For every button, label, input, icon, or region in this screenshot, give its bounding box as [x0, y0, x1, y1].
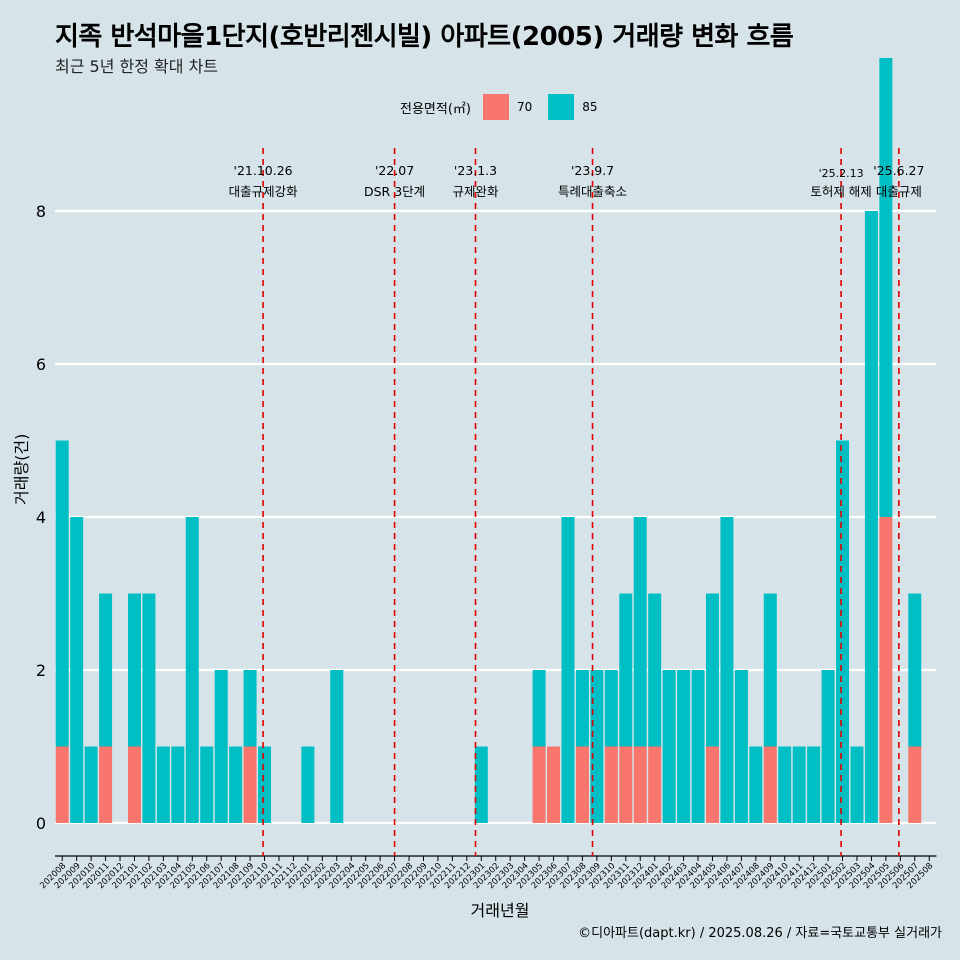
- bar-70-202312: [633, 746, 647, 823]
- bar-70-202308: [575, 746, 589, 823]
- bar-85-202104: [171, 746, 185, 823]
- bar-85-202501: [821, 670, 835, 823]
- bar-70-202505: [879, 517, 893, 823]
- bar-85-202107: [214, 670, 228, 823]
- bar-85-202403: [677, 670, 691, 823]
- chart-title: 지족 반석마을1단지(호반리젠시빌) 아파트(2005) 거래량 변화 흐름: [55, 22, 794, 52]
- bar-85-202203: [330, 670, 344, 823]
- bar-85-202201: [301, 746, 315, 823]
- bar-85-202411: [792, 746, 806, 823]
- bar-85-202106: [200, 746, 214, 823]
- source-caption: ©디아파트(dapt.kr) / 2025.08.26 / 자료=국토교통부 실…: [578, 926, 942, 941]
- bar-85-202008: [55, 440, 69, 747]
- bar-85-202402: [662, 670, 676, 823]
- bar-85-202401: [648, 593, 662, 747]
- bar-70-202306: [547, 746, 561, 823]
- bar-85-202308: [575, 670, 589, 747]
- bar-70-202311: [619, 746, 633, 823]
- bar-70-202109: [243, 746, 257, 823]
- bar-85-202307: [561, 517, 575, 823]
- bar-85-202405: [705, 593, 719, 747]
- event-date: '25.2.13: [819, 167, 864, 180]
- legend-label-85: 85: [582, 100, 598, 114]
- event-date: '23.1.3: [454, 163, 497, 178]
- bar-85-202109: [243, 670, 257, 747]
- x-axis-label: 거래년월: [470, 901, 530, 920]
- bar-85-202103: [156, 746, 170, 823]
- bar-85-202010: [84, 746, 98, 823]
- bar-85-202502: [836, 440, 850, 823]
- bar-85-202410: [778, 746, 792, 823]
- bar-85-202108: [229, 746, 243, 823]
- bar-85-202503: [850, 746, 864, 823]
- bar-85-202507: [908, 593, 922, 747]
- bar-85-202505: [879, 58, 893, 517]
- y-tick-label: 2: [36, 661, 46, 680]
- legend-title: 전용면적(㎡): [400, 101, 471, 117]
- bar-85-202409: [763, 593, 777, 747]
- event-date: '23.9.7: [571, 163, 614, 178]
- bar-85-202101: [127, 593, 141, 747]
- event-label: 토허제 해제: [810, 184, 871, 199]
- event-label: 대출규제강화: [229, 184, 299, 199]
- bar-85-202105: [185, 517, 199, 823]
- bar-85-202404: [691, 670, 705, 823]
- bar-85-202412: [807, 746, 821, 823]
- event-label: 규제완화: [452, 184, 499, 199]
- bar-70-202401: [648, 746, 662, 823]
- bar-85-202305: [532, 670, 546, 747]
- y-tick-label: 8: [36, 202, 46, 221]
- bar-85-202310: [604, 670, 618, 747]
- bar-70-202101: [127, 746, 141, 823]
- bar-85-202009: [70, 517, 84, 823]
- event-label: DSR 3단계: [364, 184, 425, 199]
- y-tick-label: 0: [36, 814, 46, 833]
- chart-subtitle: 최근 5년 한정 확대 차트: [55, 57, 219, 76]
- event-date: '21.10.26: [234, 163, 293, 178]
- event-label: 특례대출축소: [558, 184, 627, 199]
- bar-85-202406: [720, 517, 734, 823]
- bar-85-202408: [749, 746, 763, 823]
- bar-70-202305: [532, 746, 546, 823]
- bar-85-202309: [590, 670, 604, 823]
- legend-label-70: 70: [516, 100, 533, 114]
- bar-85-202102: [142, 593, 156, 823]
- bar-70-202409: [763, 746, 777, 823]
- legend-key-70: [482, 94, 509, 120]
- y-tick-label: 6: [36, 355, 46, 374]
- bar-85-202011: [99, 593, 113, 747]
- event-date: '25.6.27: [873, 163, 924, 178]
- event-label: 대출규제: [876, 184, 922, 199]
- y-tick-label: 4: [36, 508, 46, 527]
- bar-85-202311: [619, 593, 633, 747]
- bar-85-202312: [633, 517, 647, 747]
- legend-key-85: [548, 94, 575, 120]
- bar-70-202507: [908, 746, 922, 823]
- bar-85-202301: [474, 746, 488, 823]
- bar-85-202504: [864, 211, 878, 823]
- bar-70-202011: [99, 746, 113, 823]
- event-date: '22.07: [375, 163, 414, 178]
- bar-85-202110: [258, 746, 272, 823]
- bar-70-202008: [55, 746, 69, 823]
- bar-70-202405: [705, 746, 719, 823]
- legend: 전용면적(㎡) 70 85: [400, 94, 602, 120]
- bar-70-202310: [604, 746, 618, 823]
- bar-85-202407: [734, 670, 748, 823]
